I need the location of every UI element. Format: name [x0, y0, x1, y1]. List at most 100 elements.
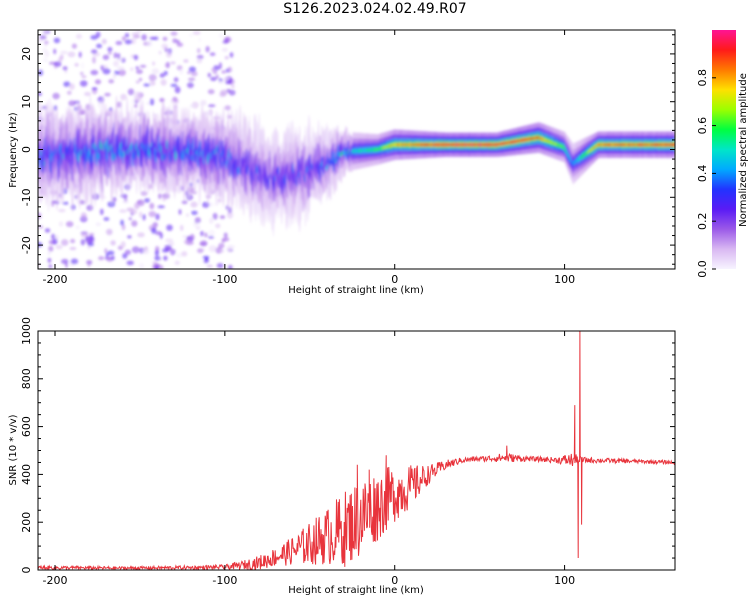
spectrogram-noise-blob	[226, 245, 233, 252]
spectrogram-ylabel: Frequency (Hz)	[8, 112, 19, 188]
colorbar-label: Normalized spectral amplitude	[738, 73, 749, 227]
spectrogram-noise-blob	[47, 257, 52, 263]
spectrogram-noise-blob	[149, 202, 155, 210]
spectrogram-noise-blob	[204, 257, 209, 261]
spectrogram-noise-blob	[153, 36, 159, 41]
spectrogram-ytick-label: 20	[20, 47, 33, 61]
spectrogram-noise-blob	[108, 79, 115, 84]
spectrogram-noise-blob	[221, 47, 228, 52]
spectrogram-noise-blob	[53, 37, 61, 44]
spectrogram-noise-blob	[207, 89, 215, 95]
spectrogram-noise-blob	[44, 228, 51, 233]
spectrogram-noise-blob	[53, 48, 57, 55]
spectrogram-noise-blob	[160, 79, 167, 86]
spectrogram-noise-blob	[128, 217, 132, 221]
spectrogram-noise-blob	[62, 66, 68, 71]
spectrogram-noise-blob	[208, 235, 215, 239]
spectrogram-noise-blob	[86, 260, 93, 265]
colorbar-gradient	[712, 30, 736, 269]
spectrogram-noise-blob	[98, 256, 105, 261]
spectrogram-noise-blob	[119, 209, 125, 213]
spectrogram-noise-blob	[179, 224, 184, 231]
spectrogram-noise-blob	[127, 235, 132, 239]
spectrogram-noise-blob	[55, 244, 63, 250]
snr-ytick-label: 400	[20, 464, 33, 485]
spectrogram-noise-blob	[84, 91, 91, 97]
spectrogram-noise-blob	[215, 223, 221, 229]
spectrogram-noise-blob	[140, 191, 148, 196]
spectrogram-noise-blob	[192, 31, 201, 35]
snr-ytick-label: 1000	[20, 317, 33, 345]
spectrogram-noise-blob	[110, 240, 116, 246]
spectrogram-noise-blob	[188, 33, 194, 38]
spectrogram-noise-blob	[122, 253, 128, 259]
spectrogram-ytick-label: -20	[20, 236, 33, 254]
spectrogram-noise-blob	[163, 70, 168, 76]
spectrogram-noise-blob	[107, 51, 112, 55]
spectrogram-noise-blob	[209, 217, 214, 224]
spectrogram-noise-blob	[164, 62, 171, 68]
spectrogram-noise-blob	[136, 200, 142, 204]
spectrogram-noise-blob	[189, 104, 195, 108]
spectrogram-noise-blob	[200, 230, 204, 237]
spectrogram-noise-blob	[146, 40, 153, 47]
spectrogram-noise-blob	[199, 240, 208, 247]
spectrogram-noise-blob	[87, 242, 94, 247]
spectrogram-noise-blob	[174, 86, 181, 94]
spectrogram-noise-blob	[38, 262, 42, 267]
spectrogram-xtick-label: 100	[554, 273, 575, 286]
snr-xtick-label: 0	[391, 574, 398, 587]
page-title: S126.2023.024.02.49.R07	[283, 1, 467, 17]
spectrogram-noise-blob	[75, 225, 81, 230]
spectrogram-noise-blob	[131, 220, 138, 227]
spectrogram-noise-blob	[58, 208, 66, 213]
spectrogram-xtick-label: -100	[212, 273, 237, 286]
spectrogram-xtick-label: -200	[43, 273, 68, 286]
spectrogram-noise-blob	[151, 227, 157, 234]
spectrogram-noise-blob	[166, 224, 173, 231]
spectrogram-noise-blob	[164, 244, 172, 251]
spectrogram-noise-blob	[221, 70, 226, 74]
spectrogram-noise-blob	[94, 79, 102, 85]
spectrogram-noise-blob	[224, 80, 233, 85]
spectrogram-noise-blob	[96, 43, 103, 49]
spectrogram-noise-blob	[53, 61, 62, 67]
spectrogram-noise-blob	[218, 62, 223, 70]
spectrogram-noise-blob	[117, 66, 125, 71]
spectrogram-noise-blob	[143, 83, 151, 87]
spectrogram-noise-blob	[112, 73, 117, 80]
spectrogram-noise-blob	[158, 193, 162, 200]
spectrogram-noise-blob	[78, 51, 82, 58]
snr-xlabel: Height of straight line (km)	[288, 585, 424, 596]
spectrogram-noise-blob	[196, 54, 204, 60]
spectrogram-noise-blob	[186, 186, 195, 193]
spectrogram-noise-blob	[215, 247, 223, 254]
spectrogram-noise-blob	[178, 209, 182, 215]
spectrogram-noise-blob	[124, 39, 133, 45]
spectrogram-noise-blob	[121, 36, 126, 41]
spectrogram-noise-blob	[149, 98, 155, 106]
snr-xtick-label: -100	[212, 574, 237, 587]
spectrogram-noise-blob	[172, 38, 178, 44]
spectrogram-noise-blob	[39, 35, 47, 40]
spectrogram-noise-blob	[212, 212, 218, 220]
spectrogram-noise-blob	[134, 202, 140, 210]
spectrogram-noise-blob	[90, 69, 99, 76]
spectrogram-noise-blob	[162, 255, 168, 261]
spectrogram-noise-blob	[69, 83, 75, 90]
spectrogram-noise-blob	[162, 36, 168, 42]
spectrogram-noise-blob	[133, 91, 141, 99]
spectrogram-noise-blob	[104, 92, 111, 97]
spectrogram-noise-blob	[204, 110, 212, 116]
spectrogram-noise-blob	[220, 89, 228, 96]
spectrogram-noise-blob	[219, 215, 226, 220]
spectrogram-noise-blob	[103, 217, 110, 221]
spectrogram-noise-blob	[48, 264, 53, 269]
spectrogram-noise-blob	[194, 217, 201, 224]
spectrogram-ytick-label: 10	[20, 95, 33, 109]
spectrogram-noise-blob	[208, 202, 214, 207]
spectrogram-noise-blob	[42, 48, 47, 52]
spectrogram-noise-blob	[102, 68, 111, 75]
spectrogram-noise-blob	[66, 90, 72, 95]
